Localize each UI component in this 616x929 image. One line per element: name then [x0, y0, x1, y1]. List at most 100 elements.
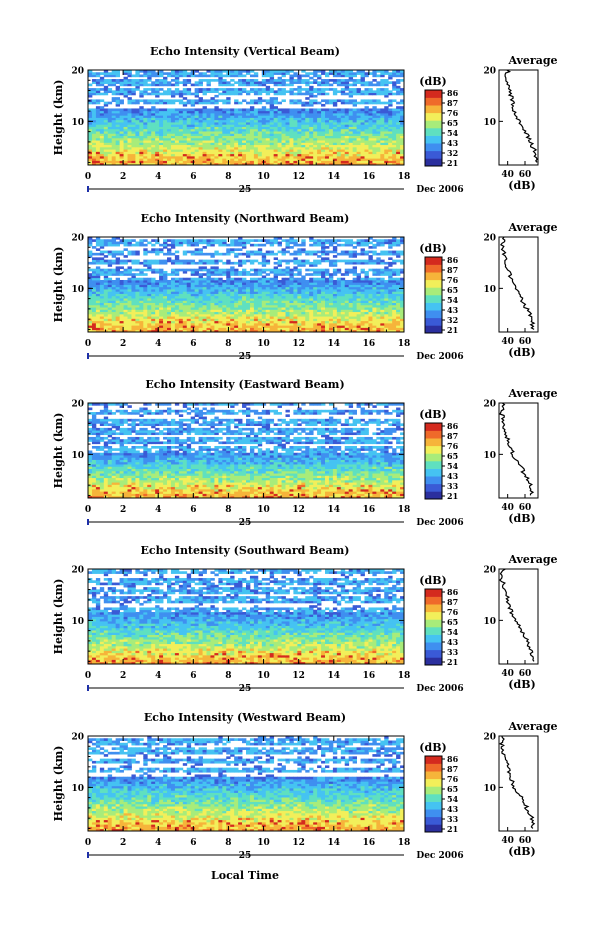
- echo-cell: [95, 277, 101, 281]
- echo-cell: [317, 289, 322, 292]
- echo-cell: [155, 270, 160, 274]
- echo-cell: [285, 153, 290, 157]
- echo-cell: [167, 99, 172, 103]
- echo-cell: [123, 316, 128, 319]
- echo-cell: [396, 320, 401, 324]
- echo-cell: [253, 279, 259, 283]
- echo-cell: [230, 151, 235, 155]
- echo-cell: [91, 153, 97, 157]
- echo-cell: [123, 162, 128, 166]
- echo-cell: [249, 133, 255, 136]
- echo-cell: [170, 90, 176, 94]
- echo-cell: [151, 88, 156, 91]
- echo-cell: [186, 135, 192, 139]
- echo-cell: [273, 160, 278, 164]
- echo-cell: [242, 300, 247, 303]
- echo-cell: [364, 279, 369, 283]
- echo-cell: [360, 316, 365, 319]
- echo-cell: [218, 135, 223, 139]
- echo-cell: [261, 128, 267, 132]
- echo-cell: [400, 162, 405, 166]
- echo-cell: [273, 122, 278, 125]
- echo-cell: [194, 149, 199, 152]
- echo-cell: [127, 112, 132, 116]
- echo-cell: [313, 135, 318, 139]
- echo-cell: [293, 110, 298, 114]
- echo-cell: [325, 133, 330, 136]
- echo-cell: [222, 119, 227, 123]
- echo-cell: [332, 320, 338, 324]
- echo-cell: [321, 311, 326, 315]
- echo-cell: [206, 83, 211, 87]
- echo-cell: [344, 329, 350, 333]
- echo-cell: [392, 140, 397, 143]
- echo-cell: [344, 124, 350, 127]
- echo-cell: [293, 151, 298, 155]
- echo-cell: [218, 149, 223, 152]
- echo-cell: [202, 140, 207, 143]
- echo-cell: [309, 149, 314, 152]
- echo-cell: [155, 320, 160, 324]
- echo-cell: [139, 320, 144, 324]
- echo-cell: [309, 146, 314, 150]
- echo-cell: [257, 88, 263, 91]
- echo-cell: [88, 162, 93, 166]
- echo-cell: [186, 79, 192, 82]
- echo-cell: [147, 320, 152, 324]
- echo-cell: [277, 146, 282, 150]
- echo-cell: [218, 112, 223, 116]
- echo-cell: [317, 320, 322, 324]
- echo-cell: [234, 81, 239, 84]
- echo-cell: [163, 275, 168, 279]
- echo-cell: [376, 119, 381, 123]
- echo-cell: [198, 126, 203, 130]
- echo-cell: [388, 316, 393, 319]
- echo-cell: [265, 72, 271, 75]
- echo-cell: [289, 140, 294, 143]
- echo-cell: [364, 117, 369, 121]
- echo-cell: [376, 140, 381, 143]
- echo-cell: [170, 155, 176, 159]
- echo-cell: [131, 74, 136, 78]
- echo-cell: [190, 115, 196, 118]
- echo-cell: [163, 83, 168, 87]
- echo-cell: [163, 298, 168, 301]
- echo-cell: [151, 311, 156, 315]
- echo-cell: [182, 97, 188, 100]
- echo-cell: [305, 72, 310, 75]
- echo-cell: [328, 318, 334, 322]
- echo-cell: [163, 327, 168, 331]
- echo-cell: [348, 83, 354, 87]
- echo-cell: [340, 131, 346, 134]
- echo-cell: [226, 311, 231, 315]
- echo-cell: [261, 149, 267, 152]
- echo-cell: [111, 286, 117, 290]
- echo-cell: [234, 108, 239, 112]
- echo-cell: [261, 293, 267, 297]
- echo-cell: [174, 268, 180, 272]
- echo-cell: [246, 128, 251, 132]
- echo-cell: [257, 322, 263, 326]
- echo-cell: [273, 304, 278, 308]
- echo-cell: [356, 137, 361, 141]
- echo-cell: [210, 110, 215, 114]
- echo-cell: [107, 277, 113, 281]
- echo-cell: [340, 90, 346, 94]
- echo-cell: [167, 300, 172, 303]
- echo-cell: [265, 137, 271, 141]
- echo-cell: [210, 146, 215, 150]
- echo-cell: [190, 128, 196, 132]
- echo-cell: [174, 135, 180, 139]
- echo-cell: [380, 79, 385, 82]
- echo-cell: [301, 74, 306, 78]
- echo-cell: [340, 289, 346, 292]
- echo-cell: [285, 284, 290, 288]
- echo-cell: [356, 318, 361, 322]
- echo-cell: [269, 79, 275, 82]
- echo-cell: [198, 320, 203, 324]
- echo-cell: [155, 88, 160, 91]
- echo-cell: [167, 298, 172, 301]
- echo-cell: [269, 322, 275, 326]
- echo-cell: [115, 117, 120, 121]
- echo-cell: [340, 74, 346, 78]
